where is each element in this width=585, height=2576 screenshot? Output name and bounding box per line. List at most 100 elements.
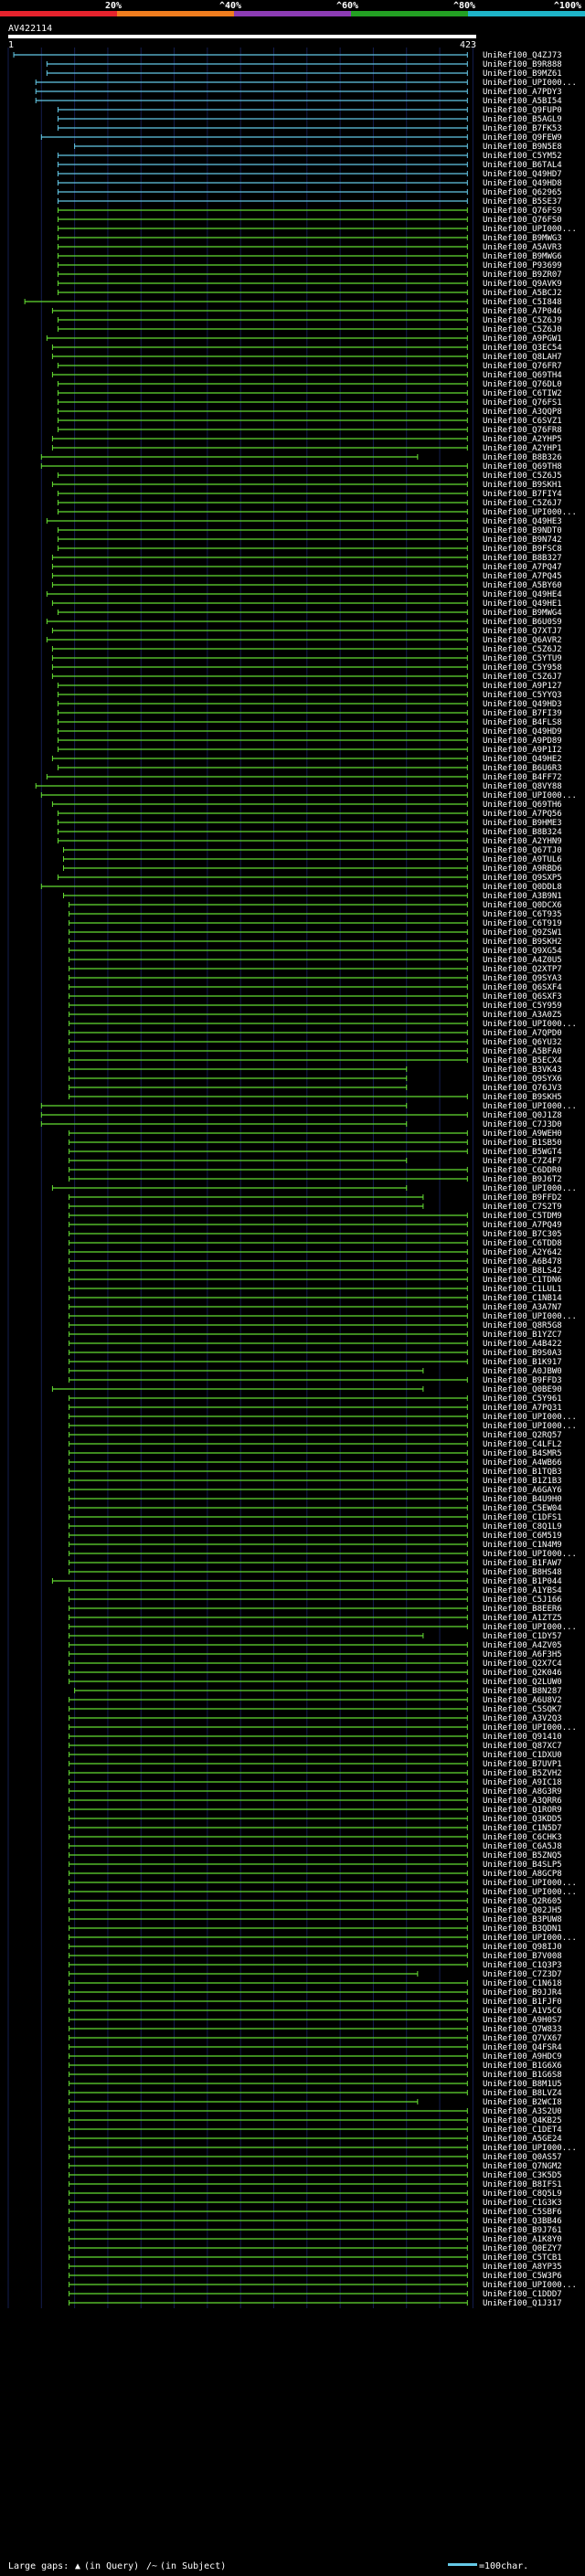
hit-label: UniRef100_C7J3D0 <box>483 1120 562 1129</box>
hit-label: UniRef100_A9PD89 <box>483 737 562 746</box>
hit-label: UniRef100_Q91410 <box>483 1733 562 1742</box>
hit-label: UniRef100_Q76FS9 <box>483 207 562 216</box>
hit-label: UniRef100_Q0EZY7 <box>483 2244 562 2253</box>
hit-label: UniRef100_C6M519 <box>483 1532 562 1541</box>
hit-label: UniRef100_B7FK53 <box>483 124 562 133</box>
hit-label: UniRef100_UPI000... <box>483 1934 577 1943</box>
hit-label: UniRef100_A5BCJ2 <box>483 289 562 298</box>
hit-label: UniRef100_UPI000... <box>483 508 577 517</box>
hit-label: UniRef100_C5TDM9 <box>483 1212 562 1221</box>
hit-label: UniRef100_B7FI39 <box>483 709 562 718</box>
hit-label: UniRef100_A6B478 <box>483 1257 562 1267</box>
scale-label: =100char. <box>479 2561 528 2571</box>
hit-label: UniRef100_Q1ROR9 <box>483 1806 562 1815</box>
hit-label: UniRef100_C1N618 <box>483 1979 562 1988</box>
hit-label: UniRef100_B9J761 <box>483 2226 562 2235</box>
hit-label: UniRef100_Q7VX67 <box>483 2034 562 2043</box>
hit-label: UniRef100_A6GAY6 <box>483 1486 562 1495</box>
hit-label: UniRef100_B9FFD2 <box>483 1193 562 1203</box>
hit-label: UniRef100_B9ZR07 <box>483 270 562 280</box>
hit-label: UniRef100_UPI000... <box>483 1723 577 1733</box>
hit-label: UniRef100_B9NDT0 <box>483 526 562 535</box>
hit-label: UniRef100_A9PGW1 <box>483 334 562 344</box>
hit-label: UniRef100_Q49HD8 <box>483 179 562 188</box>
hit-label: UniRef100_Q3BB46 <box>483 2217 562 2226</box>
hit-label: UniRef100_B1G6X6 <box>483 2062 562 2071</box>
hit-label: UniRef100_A7PQ47 <box>483 563 562 572</box>
hit-label: UniRef100_UPI000... <box>483 1623 577 1632</box>
hit-label: UniRef100_A5BFA0 <box>483 1047 562 1056</box>
hit-label: UniRef100_C6SVZ1 <box>483 417 562 426</box>
hit-label: UniRef100_B8IFS1 <box>483 2180 562 2189</box>
hit-label: UniRef100_C1G3K3 <box>483 2199 562 2208</box>
hit-label: UniRef100_Q4FSR4 <box>483 2043 562 2052</box>
hit-label: UniRef100_Q2R605 <box>483 1897 562 1906</box>
hit-label: UniRef100_Q7XTJ7 <box>483 627 562 636</box>
hit-label: UniRef100_C1LUL1 <box>483 1285 562 1294</box>
hit-label: UniRef100_C5Y961 <box>483 1394 562 1404</box>
hit-label: UniRef100_A9HDC9 <box>483 2052 562 2062</box>
hit-label: UniRef100_Q2LUW0 <box>483 1678 562 1687</box>
hit-label: UniRef100_Q4KB25 <box>483 2116 562 2125</box>
hit-label: UniRef100_C5Z6J7 <box>483 499 562 508</box>
scale-label-text: ^100% <box>554 1 581 11</box>
hit-label: UniRef100_C7S2T9 <box>483 1203 562 1212</box>
hit-label: UniRef100_UPI000... <box>483 1422 577 1431</box>
hit-label: UniRef100_Q69TH4 <box>483 371 562 380</box>
hit-label: UniRef100_A4ZV05 <box>483 1641 562 1650</box>
subject-gap-marker-icon: /~ <box>146 2561 157 2571</box>
hit-label: UniRef100_B5SE37 <box>483 197 562 207</box>
hit-label: UniRef100_C5YYQ3 <box>483 691 562 700</box>
hit-label: UniRef100_C8Q1L9 <box>483 1522 562 1532</box>
hit-label: UniRef100_Q49HD3 <box>483 700 562 709</box>
hit-label: UniRef100_A4Z0U5 <box>483 956 562 965</box>
hit-label: UniRef100_Q6SXF3 <box>483 992 562 1002</box>
hit-label: UniRef100_C6TDD8 <box>483 1239 562 1248</box>
hit-label: UniRef100_Q49HE1 <box>483 599 562 609</box>
hit-label: UniRef100_C5YTU9 <box>483 654 562 663</box>
hit-label: UniRef100_B5AGL9 <box>483 115 562 124</box>
hit-label: UniRef100_C5Z6J9 <box>483 316 562 325</box>
hit-label: UniRef100_A4WB66 <box>483 1458 562 1468</box>
hit-label: UniRef100_C7Z3D7 <box>483 1970 562 1979</box>
scale-label-text: 20% <box>105 1 122 11</box>
hit-label: UniRef100_B7C305 <box>483 1230 562 1239</box>
query-gap-marker-icon: ▲ <box>75 2561 80 2571</box>
hit-label: UniRef100_A7PQ31 <box>483 1404 562 1413</box>
hit-label: UniRef100_Q49HE3 <box>483 517 562 526</box>
hit-label: UniRef100_A6F3H5 <box>483 1650 562 1659</box>
hit-label: UniRef100_A7PQ49 <box>483 1221 562 1230</box>
hit-label: UniRef100_Q9SYX6 <box>483 1075 562 1084</box>
hit-label: UniRef100_C3K5D5 <box>483 2171 562 2180</box>
hit-label: UniRef100_Q7W833 <box>483 2025 562 2034</box>
hit-label: UniRef100_B4FF72 <box>483 773 562 782</box>
hit-label: UniRef100_A8YP35 <box>483 2263 562 2272</box>
hit-label: UniRef100_A3QRR6 <box>483 1797 562 1806</box>
hit-label: UniRef100_UPI000... <box>483 1888 577 1897</box>
hit-label: UniRef100_B4SLP5 <box>483 1860 562 1870</box>
hit-label: UniRef100_B3PUW8 <box>483 1915 562 1924</box>
hit-label: UniRef100_Q9ZSW1 <box>483 928 562 938</box>
hit-label: UniRef100_UPI000... <box>483 2144 577 2153</box>
hit-label: UniRef100_UPI000... <box>483 1184 577 1193</box>
query-end-label: 423 <box>460 40 476 50</box>
hit-label: UniRef100_C5Z6J2 <box>483 645 562 654</box>
hit-label: UniRef100_C1N5D7 <box>483 1824 562 1833</box>
hit-rows: UniRef100_Q4ZJ73UniRef100_B9R888UniRef10… <box>13 51 577 2308</box>
hit-label: UniRef100_C5Z6J0 <box>483 325 562 334</box>
hit-label: UniRef100_B1FJF0 <box>483 1998 562 2007</box>
hit-label: UniRef100_B9JJR4 <box>483 1988 562 1998</box>
hit-label: UniRef100_C6T935 <box>483 910 562 919</box>
hit-label: UniRef100_B9FFD3 <box>483 1376 562 1385</box>
hit-label: UniRef100_B1TQB3 <box>483 1468 562 1477</box>
scale-segment <box>0 11 117 16</box>
hit-label: UniRef100_Q9SYA3 <box>483 974 562 983</box>
hit-label: UniRef100_Q8R5G8 <box>483 1321 562 1330</box>
scale-segment <box>468 11 585 16</box>
hit-label: UniRef100_C4LFL2 <box>483 1440 562 1449</box>
scale-segment <box>234 11 351 16</box>
hit-label: UniRef100_B8N287 <box>483 1687 562 1696</box>
hit-label: UniRef100_C5Y959 <box>483 1002 562 1011</box>
scale-label-text: ^40% <box>219 1 241 11</box>
hit-label: UniRef100_A4B422 <box>483 1340 562 1349</box>
